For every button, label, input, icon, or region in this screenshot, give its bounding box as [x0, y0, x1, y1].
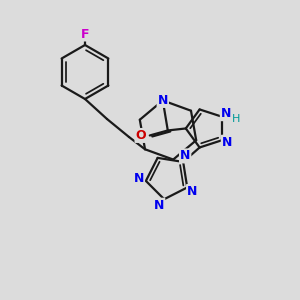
Text: N: N: [154, 199, 164, 212]
Text: N: N: [221, 107, 231, 120]
Text: F: F: [81, 28, 89, 40]
Text: N: N: [134, 172, 144, 185]
Text: N: N: [222, 136, 232, 149]
Text: N: N: [187, 185, 197, 198]
Text: O: O: [136, 129, 146, 142]
Text: N: N: [158, 94, 168, 107]
Text: H: H: [232, 114, 240, 124]
Text: N: N: [180, 149, 190, 162]
